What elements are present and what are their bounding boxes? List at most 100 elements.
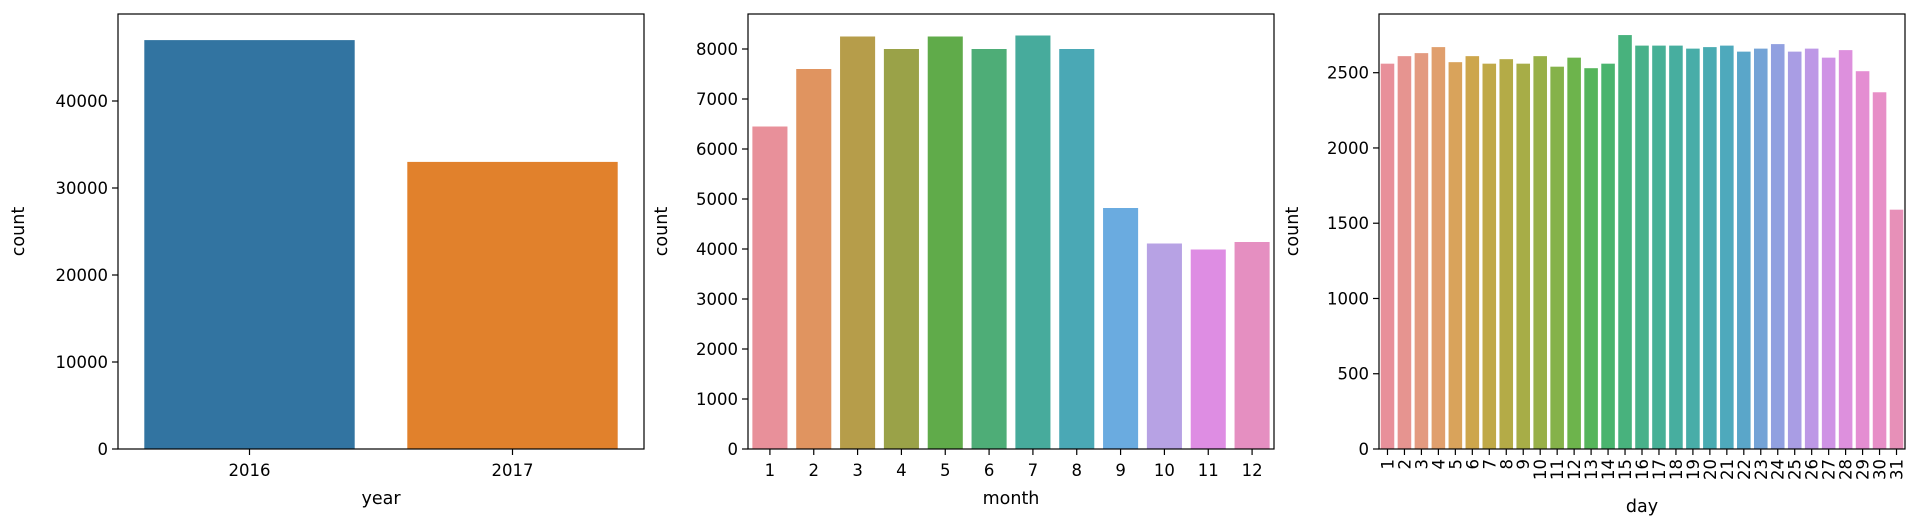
x-axis-label: month xyxy=(983,489,1040,509)
x-tick-label: 2017 xyxy=(492,461,534,480)
bar-day-20 xyxy=(1703,47,1717,450)
y-tick-label: 1000 xyxy=(1327,289,1369,308)
x-tick-label: 24 xyxy=(1769,459,1788,480)
x-axis-label: year xyxy=(361,489,401,509)
bar-month-4 xyxy=(883,49,919,449)
bar-day-11 xyxy=(1550,66,1564,450)
y-tick-label: 0 xyxy=(1359,440,1370,459)
y-tick-label: 500 xyxy=(1338,365,1370,384)
x-tick-label: 15 xyxy=(1616,459,1635,480)
x-tick-label: 18 xyxy=(1667,459,1686,480)
bar-year-2016 xyxy=(144,40,355,449)
bar-month-12 xyxy=(1234,242,1270,449)
x-tick-label: 10 xyxy=(1531,459,1550,480)
x-tick-label: 6 xyxy=(1463,459,1482,470)
bar-day-13 xyxy=(1584,68,1598,449)
bar-day-21 xyxy=(1720,45,1734,450)
bar-day-14 xyxy=(1601,63,1615,450)
x-tick-label: 2016 xyxy=(229,461,271,480)
x-tick-label: 6 xyxy=(984,461,995,480)
x-tick-label: 31 xyxy=(1888,459,1907,480)
bar-day-7 xyxy=(1482,63,1497,450)
x-tick-label: 4 xyxy=(1429,459,1448,470)
bar-day-1 xyxy=(1380,63,1395,450)
x-tick-label: 12 xyxy=(1565,459,1584,480)
bar-year-2017 xyxy=(407,161,618,449)
y-tick-label: 1000 xyxy=(696,390,738,409)
axes-frame xyxy=(747,13,1275,450)
bar-day-25 xyxy=(1787,51,1802,449)
bar-day-26 xyxy=(1804,48,1819,450)
y-tick-label: 40000 xyxy=(56,92,109,111)
x-tick-label: 7 xyxy=(1480,459,1499,470)
y-tick-label: 4000 xyxy=(696,240,738,259)
bar-day-2 xyxy=(1397,56,1412,450)
bar-day-27 xyxy=(1821,57,1836,450)
bar-day-5 xyxy=(1448,62,1463,450)
y-tick-label: 30000 xyxy=(56,179,109,198)
bar-day-28 xyxy=(1838,50,1853,450)
x-tick-label: 8 xyxy=(1497,459,1516,470)
y-tick-label: 2000 xyxy=(696,340,738,359)
axes-frame xyxy=(117,13,645,450)
x-tick-label: 22 xyxy=(1735,459,1754,480)
bar-month-2 xyxy=(796,69,832,449)
bar-day-15 xyxy=(1618,35,1632,449)
y-tick-label: 20000 xyxy=(56,266,109,285)
x-tick-label: 17 xyxy=(1650,459,1669,480)
x-tick-label: 9 xyxy=(1514,459,1533,470)
x-tick-label: 12 xyxy=(1242,461,1263,480)
y-tick-label: 6000 xyxy=(696,140,738,159)
bar-day-3 xyxy=(1414,53,1429,449)
bar-day-4 xyxy=(1431,47,1446,450)
bar-day-9 xyxy=(1516,63,1531,450)
x-tick-label: 23 xyxy=(1752,459,1771,480)
x-tick-label: 1 xyxy=(1378,459,1397,470)
y-tick-label: 0 xyxy=(728,440,739,459)
bar-month-3 xyxy=(840,36,876,449)
x-tick-label: 28 xyxy=(1837,459,1856,480)
bar-month-5 xyxy=(927,36,963,449)
x-tick-label: 27 xyxy=(1820,459,1839,480)
x-tick-label: 10 xyxy=(1154,461,1175,480)
bar-month-6 xyxy=(971,49,1007,449)
y-tick-label: 7000 xyxy=(696,90,738,109)
x-tick-label: 9 xyxy=(1115,461,1126,480)
x-axis-label: day xyxy=(1626,497,1658,517)
day-count-chart: 0500100015002000250012345678910111213141… xyxy=(1283,13,1907,517)
bar-day-12 xyxy=(1567,57,1581,450)
x-tick-label: 4 xyxy=(896,461,907,480)
x-tick-label: 13 xyxy=(1582,459,1601,480)
bar-month-7 xyxy=(1015,35,1051,449)
bar-month-11 xyxy=(1190,249,1226,449)
bar-day-29 xyxy=(1855,71,1870,449)
x-tick-label: 26 xyxy=(1803,459,1822,480)
bar-month-9 xyxy=(1103,208,1139,449)
bar-day-30 xyxy=(1872,92,1887,450)
y-axis-label: count xyxy=(9,207,29,257)
bar-day-19 xyxy=(1686,48,1700,450)
x-tick-label: 1 xyxy=(765,461,776,480)
x-tick-label: 29 xyxy=(1854,459,1873,480)
y-tick-label: 3000 xyxy=(696,290,738,309)
x-tick-label: 25 xyxy=(1786,459,1805,480)
year-count-chart: 0 10000 20000 30000 40000 2016 2017 year count xyxy=(9,13,645,509)
y-tick-label: 2000 xyxy=(1327,139,1369,158)
x-tick-label: 21 xyxy=(1718,459,1737,480)
x-tick-label: 8 xyxy=(1072,461,1083,480)
x-tick-label: 14 xyxy=(1599,459,1618,480)
x-tick-label: 19 xyxy=(1684,459,1703,480)
y-axis-label: count xyxy=(652,207,672,257)
x-tick-label: 7 xyxy=(1028,461,1039,480)
x-tick-label: 5 xyxy=(1446,459,1465,470)
bar-month-8 xyxy=(1059,49,1095,449)
x-tick-label: 3 xyxy=(852,461,863,480)
y-axis-label: count xyxy=(1283,207,1303,257)
bar-day-23 xyxy=(1753,48,1768,450)
bar-day-18 xyxy=(1669,45,1683,450)
x-tick-label: 11 xyxy=(1198,461,1219,480)
bar-day-22 xyxy=(1737,51,1751,449)
x-tick-label: 2 xyxy=(809,461,820,480)
